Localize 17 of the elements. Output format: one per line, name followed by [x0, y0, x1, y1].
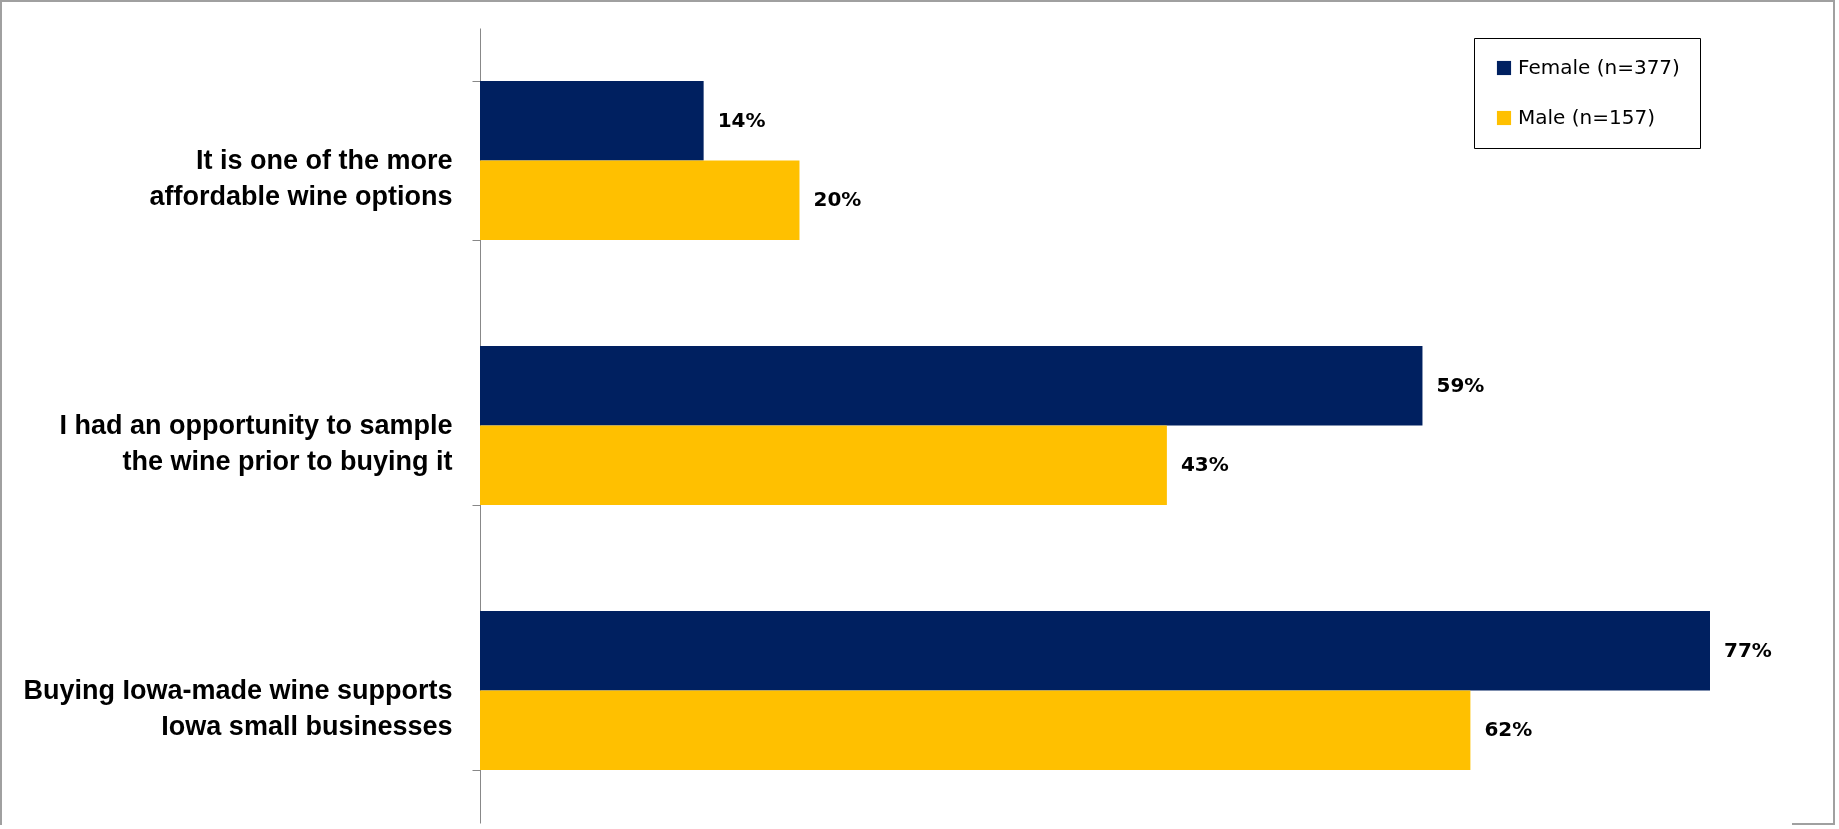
data-label: 77% — [1724, 637, 1772, 662]
data-label: 20% — [813, 187, 862, 212]
bar — [480, 160, 800, 240]
data-label: 43% — [1180, 452, 1229, 477]
bar — [480, 690, 1471, 770]
y-tick-label: Buying Iowa-made wine supports Iowa small businesses — [23, 675, 453, 741]
bar — [480, 611, 1710, 691]
y-tick-label: I had an opportunity to sample the wine prior to buying it — [59, 410, 453, 476]
legend-label: Male (n=157) — [1518, 105, 1655, 129]
data-label: 59% — [1436, 372, 1485, 397]
bar — [480, 81, 704, 161]
data-label: 14% — [717, 107, 766, 132]
data-label: 62% — [1484, 717, 1533, 742]
bar — [480, 346, 1423, 426]
bar — [480, 425, 1167, 505]
y-tick-label: It is one of the more affordable wine options — [149, 145, 453, 211]
legend-label: Female (n=377) — [1518, 55, 1680, 79]
